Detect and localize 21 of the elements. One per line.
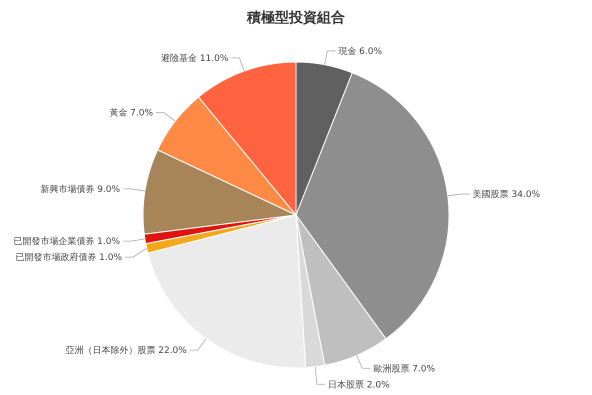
chart-title: 積極型投資組合 xyxy=(246,10,345,26)
slice-label: 已開發市場企業債券 xyxy=(13,236,94,248)
slice-label: 日本股票 xyxy=(328,379,364,390)
slice-label: 現金 xyxy=(338,46,356,57)
data-label: 2.0% xyxy=(364,380,390,390)
slice-label: 歐洲股票 xyxy=(373,363,410,374)
data-label: 22.0% xyxy=(155,346,188,356)
slice-label: 美國股票 xyxy=(472,189,509,200)
slice-label: 避險基金 xyxy=(160,52,197,64)
data-label: 11.0% xyxy=(196,54,229,64)
data-label: 9.0% xyxy=(94,184,120,195)
slice-label: 新興市場債券 xyxy=(40,184,94,195)
data-label: 1.0% xyxy=(96,253,122,264)
slice-label: 黃金 xyxy=(109,108,128,119)
data-label: 6.0% xyxy=(356,46,382,57)
slice-label: 已開發市場政府債券 xyxy=(15,252,96,264)
data-label: 1.0% xyxy=(94,237,120,248)
slice-label: 亞洲（日本除外）股票 xyxy=(65,345,156,356)
data-label: 7.0% xyxy=(127,108,154,119)
data-label: 34.0% xyxy=(508,190,541,200)
data-label: 7.0% xyxy=(409,364,436,374)
